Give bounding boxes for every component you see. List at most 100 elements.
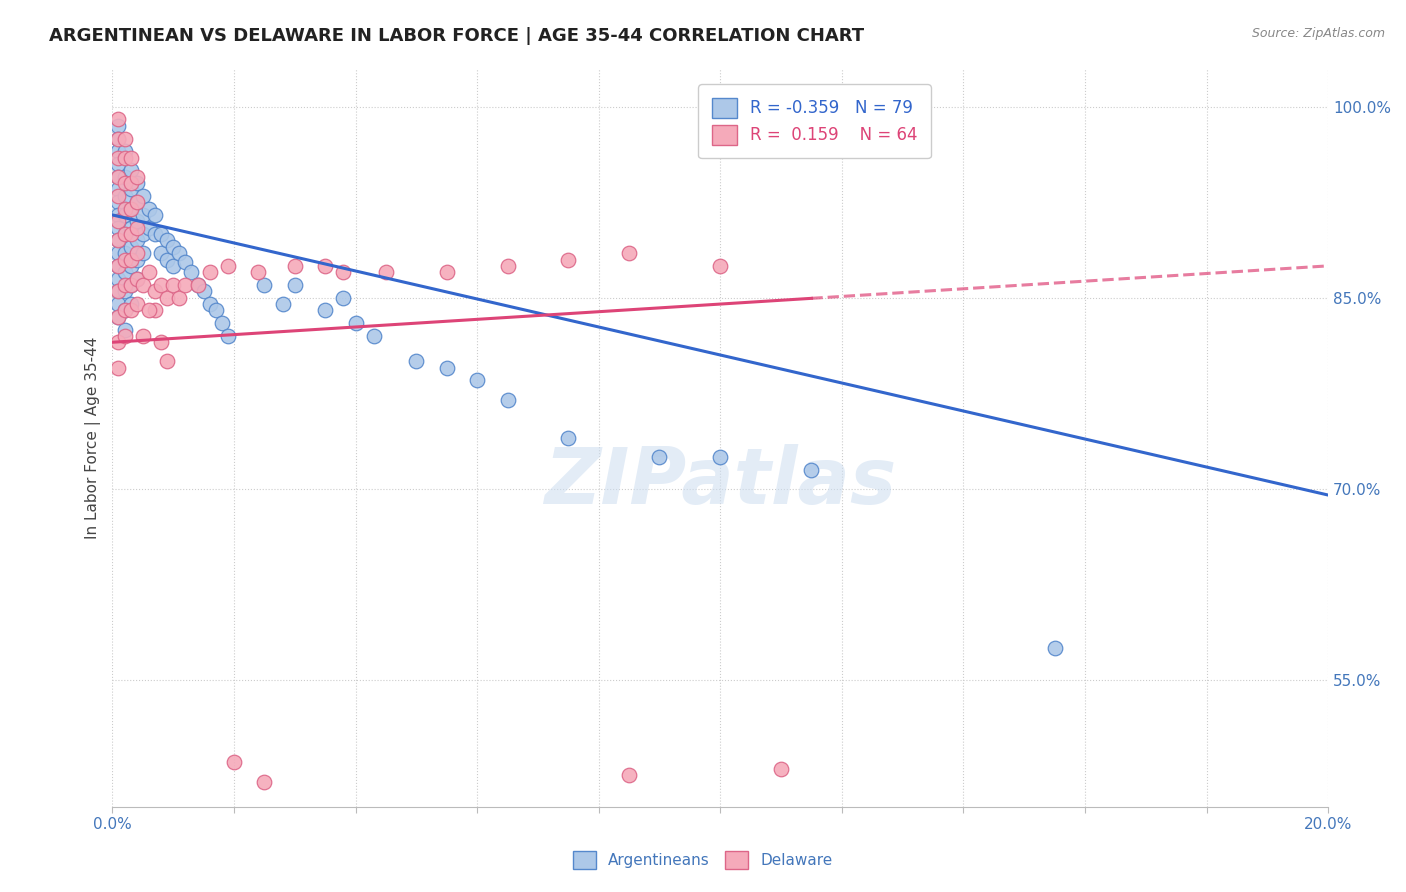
Point [107,259,129,273]
Point [120,303,142,318]
Point [709,450,731,464]
Point [120,277,142,292]
Point [120,163,142,178]
Point [125,214,148,228]
Point [114,151,136,165]
Point [271,297,294,311]
Point [436,360,458,375]
Point [125,271,148,285]
Point [138,265,160,279]
Point [800,462,823,476]
Point [162,259,184,273]
Point [125,169,148,184]
Point [156,234,179,248]
Point [143,285,166,299]
Point [132,329,155,343]
Point [114,246,136,260]
Point [174,255,197,269]
Point [107,220,129,235]
Point [770,762,793,776]
Point [107,195,129,210]
Point [114,208,136,222]
Point [143,227,166,241]
Point [217,259,239,273]
Point [150,227,173,241]
Point [156,291,179,305]
Point [120,252,142,267]
Point [211,316,233,330]
Point [125,252,148,267]
Point [204,303,226,318]
Point [120,259,142,273]
Point [107,169,129,184]
Point [180,265,202,279]
Point [107,310,129,324]
Point [107,271,129,285]
Point [114,303,136,318]
Point [648,450,671,464]
Point [156,252,179,267]
Point [120,297,142,311]
Point [617,246,640,260]
Point [107,145,129,159]
Point [114,227,136,241]
Point [332,265,354,279]
Point [150,335,173,350]
Point [107,157,129,171]
Point [120,202,142,216]
Point [465,374,488,388]
Point [132,277,155,292]
Point [114,277,136,292]
Y-axis label: In Labor Force | Age 35-44: In Labor Force | Age 35-44 [86,336,101,539]
Point [143,303,166,318]
Point [253,774,276,789]
Point [114,176,136,190]
Point [253,277,276,292]
Point [132,208,155,222]
Point [107,169,129,184]
Point [107,119,129,133]
Point [405,354,427,368]
Point [107,285,129,299]
Point [125,220,148,235]
Point [125,271,148,285]
Point [125,195,148,210]
Point [138,303,160,318]
Point [198,297,221,311]
Point [162,277,184,292]
Point [114,169,136,184]
Text: ARGENTINEAN VS DELAWARE IN LABOR FORCE | AGE 35-44 CORRELATION CHART: ARGENTINEAN VS DELAWARE IN LABOR FORCE |… [49,27,865,45]
Point [284,277,307,292]
Point [150,246,173,260]
Point [186,277,208,292]
Point [107,234,129,248]
Point [557,252,579,267]
Point [344,316,367,330]
Point [132,227,155,241]
Point [114,329,136,343]
Point [107,182,129,196]
Point [496,392,519,407]
Point [114,285,136,299]
Point [193,285,215,299]
Point [169,291,191,305]
Point [114,227,136,241]
Point [557,431,579,445]
Point [120,176,142,190]
Point [114,265,136,279]
Point [107,214,129,228]
Point [1043,640,1066,655]
Point [120,151,142,165]
Point [125,234,148,248]
Point [156,354,179,368]
Point [198,265,221,279]
Point [162,240,184,254]
Point [120,220,142,235]
Point [107,310,129,324]
Point [114,202,136,216]
Point [107,246,129,260]
Point [120,202,142,216]
Point [107,131,129,145]
Point [125,176,148,190]
Point [222,756,245,770]
